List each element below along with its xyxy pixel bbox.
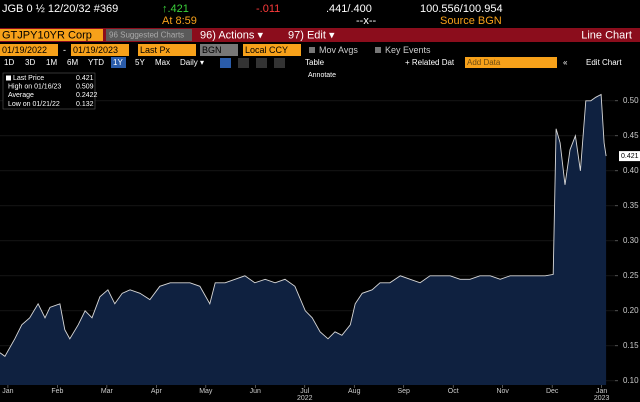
nav[interactable]: « [563, 58, 568, 67]
x-tick-label: Jan [596, 388, 607, 395]
period[interactable]: 1D [4, 58, 14, 67]
security: JGB 0 ½ 12/20/32 #369 [2, 3, 118, 15]
x-tick-label: Jul [300, 388, 309, 395]
pricing-source[interactable]: BGN [202, 45, 222, 55]
x-tick-label: Dec [546, 388, 559, 395]
x-tick-label: Oct [448, 388, 459, 395]
field[interactable]: Last Px [140, 45, 171, 55]
key-events[interactable]: Key Events [385, 45, 431, 55]
currency-box[interactable] [243, 44, 301, 56]
legend-label: Low on 01/21/22 [8, 101, 60, 108]
source: Source BGN [440, 15, 502, 27]
related-data[interactable]: + Related Dat [405, 58, 455, 67]
y-tick-label: 0.10 [623, 376, 639, 385]
x-tick-label: Aug [348, 388, 361, 395]
period[interactable]: Max [155, 58, 170, 67]
x-tick-label: Mar [101, 388, 114, 395]
y-tick-label: 0.20 [623, 306, 639, 315]
frequency[interactable]: Daily ▾ [180, 58, 204, 67]
date-sep: - [63, 45, 66, 55]
y-tick-label: 0.40 [623, 166, 639, 175]
ticker[interactable]: GTJPY10YR Corp [2, 29, 92, 41]
legend-value: 0.509 [76, 84, 94, 91]
legend-swatch [6, 75, 11, 81]
currency[interactable]: Local CCY [245, 45, 288, 55]
bid-ask-yield: .441/.400 [326, 3, 372, 15]
active-period [111, 57, 126, 68]
period[interactable]: 1Y [113, 58, 123, 67]
x-tick-label: Apr [151, 388, 163, 395]
end-box[interactable] [71, 44, 129, 56]
start-box[interactable] [0, 44, 58, 56]
x-tick-label: Jun [250, 388, 261, 395]
period[interactable]: 3D [25, 58, 35, 67]
bid-ask-price: 100.556/100.954 [420, 3, 503, 15]
last-value-tag [619, 151, 640, 162]
period[interactable]: 5Y [135, 58, 145, 67]
checkbox[interactable] [309, 47, 315, 53]
size: --x-- [356, 15, 376, 27]
legend-value: 0.421 [76, 75, 94, 82]
net-change: -.011 [256, 3, 280, 15]
y-tick-label: 0.30 [623, 236, 639, 245]
start-date[interactable]: 01/19/2022 [2, 45, 47, 55]
icon[interactable] [256, 58, 267, 68]
end-date[interactable]: 01/19/2023 [73, 45, 118, 55]
legend-label: Last Price [13, 75, 44, 82]
period[interactable]: 1M [46, 58, 57, 67]
y-tick-label: 0.45 [623, 131, 639, 140]
x-tick-label: Nov [496, 388, 509, 395]
add-data-box[interactable] [465, 57, 557, 68]
legend-label: Average [8, 92, 34, 99]
mov-avgs[interactable]: Mov Avgs [319, 45, 358, 55]
last-value: 0.421 [621, 153, 639, 160]
actions[interactable]: 96) Actions ▾ [200, 29, 263, 41]
suggested-button[interactable] [106, 29, 192, 41]
icon[interactable] [220, 58, 231, 68]
x-tick-label: Sep [397, 388, 410, 395]
y-tick-label: 0.15 [623, 341, 639, 350]
year-label: 2022 [297, 395, 313, 402]
period[interactable]: YTD [88, 58, 104, 67]
x-tick-label: May [199, 388, 213, 395]
icon[interactable] [238, 58, 249, 68]
edit[interactable]: 97) Edit ▾ [288, 29, 335, 41]
period[interactable]: 6M [67, 58, 78, 67]
area [0, 94, 607, 385]
annotate[interactable]: Annotate [308, 72, 336, 79]
legend-value: 0.132 [76, 101, 94, 108]
view-name: Line Chart [581, 29, 632, 41]
time: At 8:59 [162, 15, 197, 27]
table[interactable]: Table [305, 58, 325, 67]
suggested[interactable]: 96 Suggested Charts [109, 31, 184, 40]
x-tick-label: Jan [2, 388, 13, 395]
checkbox[interactable] [375, 47, 381, 53]
y-tick-label: 0.25 [623, 271, 639, 280]
icon[interactable] [274, 58, 285, 68]
legend-label: High on 01/16/23 [8, 84, 61, 91]
last-yield: ↑.421 [162, 3, 189, 15]
edit-chart[interactable]: Edit Chart [586, 58, 622, 67]
add-data[interactable]: Add Data [467, 58, 501, 67]
y-tick-label: 0.50 [623, 96, 639, 105]
source-box[interactable] [200, 44, 238, 56]
line [0, 93, 607, 357]
x-tick-label: Feb [51, 388, 63, 395]
ticker-box[interactable] [0, 29, 103, 41]
field-box[interactable] [138, 44, 196, 56]
y-tick-label: 0.35 [623, 201, 639, 210]
legend [2, 72, 96, 110]
year-label: 2023 [594, 395, 610, 402]
legend-value: 0.2422 [76, 92, 98, 99]
